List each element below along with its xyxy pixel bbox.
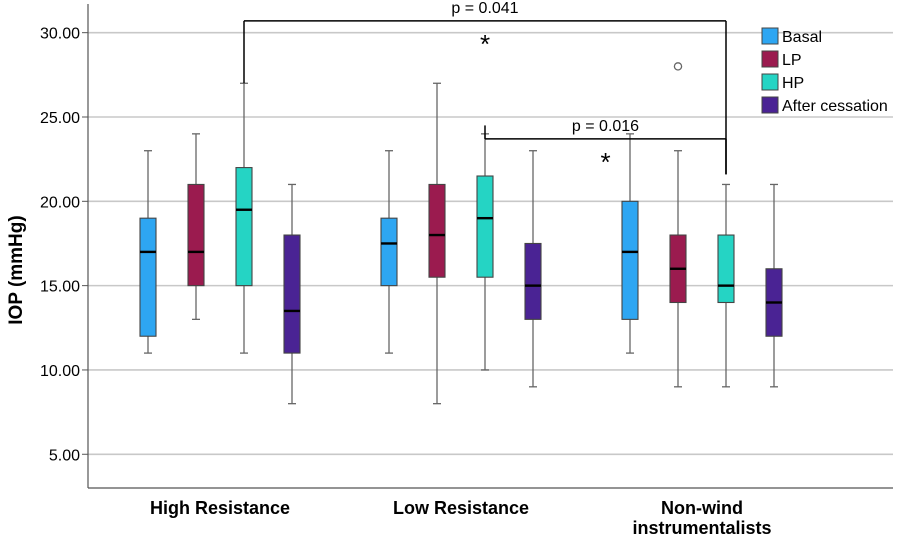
box-iqr	[139, 217, 157, 337]
y-tick-label: 15.00	[40, 279, 80, 296]
x-category-label: High Resistance	[150, 498, 290, 518]
legend-swatch	[761, 27, 779, 45]
legend-item-basal: Basal	[761, 27, 822, 46]
box-after-cessation	[524, 150, 542, 388]
box-iqr	[283, 234, 301, 354]
significance-star: *	[480, 29, 490, 59]
legend-swatch	[761, 96, 779, 114]
boxes	[139, 62, 783, 405]
box-lp	[669, 62, 687, 388]
axes: 5.00 10.00 15.00 20.00 25.00 30.00 High Resist…	[40, 4, 893, 537]
y-tick-label: 20.00	[40, 194, 80, 211]
box-iqr	[380, 217, 398, 287]
x-category-label: Non-wind	[661, 498, 743, 518]
legend-label: Basal	[782, 29, 822, 46]
legend-item-lp: LP	[761, 50, 802, 69]
box-iqr	[524, 242, 542, 320]
y-tick-label: 5.00	[49, 447, 80, 464]
box-iqr	[717, 234, 735, 304]
x-category-label: instrumentalists	[632, 518, 771, 537]
legend-swatch	[761, 73, 779, 91]
legend-label: HP	[782, 75, 804, 92]
legend-swatch	[761, 50, 779, 68]
significance-star: *	[600, 147, 610, 177]
y-tick-label: 10.00	[40, 363, 80, 380]
box-basal	[380, 150, 398, 354]
y-axis-title: IOP (mmHg)	[6, 215, 27, 324]
box-lp	[428, 82, 446, 405]
box-basal	[621, 133, 639, 354]
box-iqr	[187, 183, 205, 287]
significance-annotations: p = 0.041 * p = 0.016 *	[243, 0, 727, 177]
box-after-cessation	[283, 183, 301, 405]
box-iqr	[235, 167, 253, 287]
gridlines	[88, 31, 893, 456]
p-value-label: p = 0.041	[451, 0, 518, 17]
box-iqr	[621, 200, 639, 320]
legend: Basal LP HP After cessation	[761, 27, 888, 115]
significance-bracket: p = 0.041 *	[243, 0, 727, 175]
box-hp	[476, 133, 494, 371]
box-iqr	[428, 183, 446, 278]
legend-item-after-cessation: After cessation	[761, 96, 888, 115]
box-after-cessation	[765, 183, 783, 388]
y-tick-label: 30.00	[40, 26, 80, 43]
box-lp	[187, 133, 205, 321]
legend-item-hp: HP	[761, 73, 804, 92]
y-tick-label: 25.00	[40, 110, 80, 127]
legend-label: After cessation	[782, 98, 888, 115]
x-category-label: Low Resistance	[393, 498, 529, 518]
legend-label: LP	[782, 52, 802, 69]
p-value-label: p = 0.016	[572, 118, 639, 135]
box-iqr	[476, 175, 494, 278]
box-hp	[717, 183, 735, 388]
box-hp	[235, 82, 253, 354]
outlier-point	[673, 62, 683, 71]
significance-bracket: p = 0.016 *	[484, 118, 727, 177]
box-basal	[139, 150, 157, 354]
